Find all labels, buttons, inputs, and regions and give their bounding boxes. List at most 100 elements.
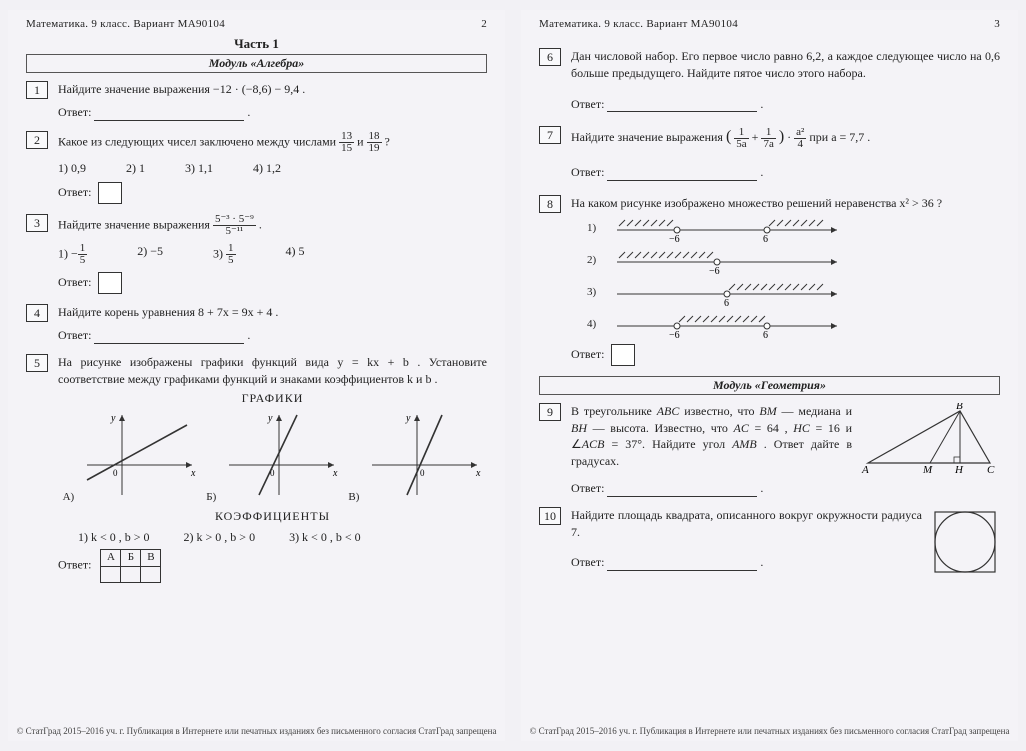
paren-l: (: [726, 128, 731, 145]
page-right: Математика. 9 класс. Вариант МА90104 3 6…: [521, 10, 1018, 741]
numline-1: 1) −66: [587, 216, 1000, 242]
task-2: 2 Какое из следующих чисел заключено меж…: [26, 131, 487, 205]
opt: 2) 1: [126, 160, 145, 177]
answer-row: Ответ:: [58, 182, 487, 204]
q3-text: Найдите значение выражения: [58, 218, 213, 232]
opt: 3) 1,1: [185, 160, 213, 177]
opt4: 4) 5: [286, 243, 305, 266]
numline-4: 4) −66: [587, 312, 1000, 338]
plus: +: [752, 130, 762, 144]
svg-text:6: 6: [763, 330, 768, 338]
q8-text: На каком рисунке изображено множество ре…: [571, 195, 1000, 212]
q2-options: 1) 0,9 2) 1 3) 1,1 4) 1,2: [58, 160, 487, 177]
svg-text:y: y: [267, 413, 273, 424]
q4-text: Найдите корень уравнения 8 + 7x = 9x + 4…: [58, 304, 487, 321]
task-4: 4 Найдите корень уравнения 8 + 7x = 9x +…: [26, 304, 487, 344]
answer-table[interactable]: АБВ: [100, 549, 161, 582]
answer-blank[interactable]: [94, 332, 244, 344]
answer-row: Ответ: .: [58, 327, 487, 344]
square-circle-svg: [930, 507, 1000, 577]
numline-3-svg: 6: [607, 280, 847, 306]
answer-label: Ответ:: [571, 346, 604, 360]
task-body: Найдите значение выражения 5⁻³ · 5⁻⁹ 5⁻¹…: [58, 214, 487, 294]
svg-text:C: C: [987, 464, 995, 476]
numline-1-svg: −6 6: [607, 216, 847, 242]
header-text: Математика. 9 класс. Вариант МА90104: [26, 18, 225, 30]
opt: 4) 1,2: [253, 160, 281, 177]
task-number: 4: [26, 304, 48, 322]
svg-text:y: y: [110, 413, 116, 424]
task-body: Дан числовой набор. Его первое число рав…: [571, 48, 1000, 112]
graph-a: А) xy 0: [63, 410, 198, 505]
answer-blank[interactable]: [607, 169, 757, 181]
coef-opt: 2) k > 0 , b > 0: [184, 529, 256, 546]
answer-blank[interactable]: [607, 485, 757, 497]
answer-row: Ответ:: [571, 344, 1000, 366]
svg-text:0: 0: [113, 468, 118, 478]
q2-text-a: Какое из следующих чисел заключено между…: [58, 134, 339, 148]
task-body: На рисунке изображены графики функций ви…: [58, 354, 487, 583]
footer-left: © СтатГрад 2015–2016 уч. г. Публикация в…: [8, 726, 505, 737]
and: и: [357, 134, 366, 148]
svg-text:−6: −6: [669, 234, 680, 242]
task-body: Найдите корень уравнения 8 + 7x = 9x + 4…: [58, 304, 487, 344]
svg-text:6: 6: [763, 234, 768, 242]
graph-b-svg: xy 0: [219, 410, 339, 500]
f3: a²4: [794, 127, 806, 150]
answer-label: Ответ:: [58, 558, 91, 572]
svg-text:M: M: [922, 464, 933, 476]
svg-text:x: x: [475, 468, 481, 479]
coef-options: 1) k < 0 , b > 0 2) k > 0 , b > 0 3) k <…: [58, 529, 487, 546]
answer-label: Ответ:: [571, 165, 604, 179]
graphs-row: А) xy 0 Б) xy 0: [58, 410, 487, 505]
answer-label: Ответ:: [571, 97, 604, 111]
part-title: Часть 1: [26, 36, 487, 52]
task-number: 8: [539, 195, 561, 213]
opt3: 3) 15: [213, 243, 236, 266]
q7-text-b: при a = 7,7 .: [809, 130, 870, 144]
graph-c-svg: x y 0: [362, 410, 482, 500]
q1-text: Найдите значение выражения −12 · (−8,6) …: [58, 81, 487, 98]
task-body: Какое из следующих чисел заключено между…: [58, 131, 487, 205]
numline-3: 3) 6: [587, 280, 1000, 306]
footer-right: © СтатГрад 2015–2016 уч. г. Публикация в…: [521, 726, 1018, 737]
svg-text:B: B: [956, 403, 963, 412]
svg-text:y: y: [405, 413, 411, 424]
svg-text:A: A: [861, 464, 869, 476]
svg-text:−6: −6: [709, 266, 720, 274]
answer-box[interactable]: [611, 344, 635, 366]
svg-text:0: 0: [420, 468, 425, 478]
answer-label: Ответ:: [58, 185, 91, 199]
task-body: На каком рисунке изображено множество ре…: [571, 195, 1000, 366]
numline-2: 2) −6: [587, 248, 1000, 274]
graphs-title: ГРАФИКИ: [58, 390, 487, 407]
answer-label: Ответ:: [58, 328, 91, 342]
answer-label: Ответ:: [58, 105, 91, 119]
svg-text:H: H: [954, 464, 964, 476]
task-body: Найдите значение выражения ( 15a + 17a )…: [571, 126, 1000, 181]
task-10: 10 Найдите площадь квадрата, описанного …: [539, 507, 1000, 577]
answer-box[interactable]: [98, 182, 122, 204]
answer-blank[interactable]: [607, 100, 757, 112]
q3-options: 1) −15 2) −5 3) 15 4) 5: [58, 243, 487, 266]
answer-blank[interactable]: [607, 559, 757, 571]
q9-text: В треугольнике ABC известно, что BM — ме…: [571, 403, 852, 470]
opt1: 1) −15: [58, 243, 87, 266]
coef-title: КОЭФФИЦИЕНТЫ: [58, 508, 487, 525]
answer-label: Ответ:: [571, 555, 604, 569]
task-number: 10: [539, 507, 561, 525]
svg-text:x: x: [190, 468, 196, 479]
opt: 1) 0,9: [58, 160, 86, 177]
answer-blank[interactable]: [94, 109, 244, 121]
header-text: Математика. 9 класс. Вариант МА90104: [539, 18, 738, 30]
numlines: 1) −66 2) −6: [587, 216, 1000, 338]
task-number: 3: [26, 214, 48, 232]
coef-opt: 3) k < 0 , b < 0: [289, 529, 361, 546]
task-number: 1: [26, 81, 48, 99]
task-1: 1 Найдите значение выражения −12 · (−8,6…: [26, 81, 487, 121]
f1: 15a: [734, 127, 748, 150]
module-geometry: Модуль «Геометрия»: [539, 376, 1000, 395]
answer-box[interactable]: [98, 272, 122, 294]
page-number: 2: [481, 18, 487, 30]
task-9: 9 A B C M H В треугольнике ABC известно,…: [539, 403, 1000, 497]
